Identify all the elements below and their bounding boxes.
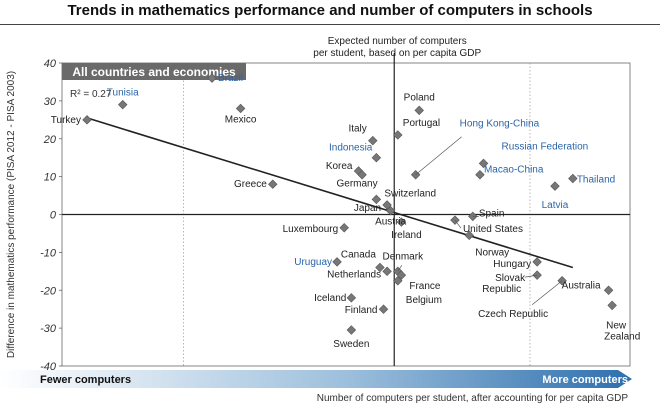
- data-point-brazil: [207, 73, 217, 83]
- point-label: New: [606, 320, 627, 331]
- data-point-switzerland: [371, 194, 382, 205]
- point-label: Tunisia: [107, 88, 139, 99]
- point-label: Zealand: [604, 331, 640, 342]
- data-point-portugal: [393, 130, 403, 140]
- data-point-indonesia: [371, 152, 382, 163]
- data-point-luxembourg: [339, 223, 349, 233]
- y-tick-label: -10: [40, 247, 57, 259]
- data-point-slovak-republic: [532, 270, 542, 280]
- data-point-sweden: [346, 325, 357, 335]
- leader-line: [454, 219, 462, 229]
- point-label: Thailand: [577, 175, 615, 186]
- expected-label-line2: per student, based on per capita GDP: [313, 48, 481, 59]
- data-point-turkey: [82, 115, 92, 125]
- data-point-norway: [464, 230, 474, 241]
- point-label: Greece: [234, 179, 267, 190]
- point-label: Finland: [345, 305, 378, 316]
- point-label: Sweden: [333, 339, 369, 350]
- point-label: Hungary: [493, 259, 531, 270]
- point-label: Belgium: [406, 295, 442, 306]
- data-point-mexico: [235, 103, 246, 114]
- data-point-russian-federation: [478, 158, 489, 169]
- y-tick-label: -30: [40, 323, 57, 335]
- y-tick-label: 10: [44, 172, 57, 184]
- panel-label: All countries and economies: [72, 65, 236, 79]
- point-label: United States: [463, 224, 523, 235]
- data-point-greece: [268, 179, 278, 189]
- point-label: France: [409, 281, 441, 292]
- data-point-germany: [357, 170, 367, 180]
- data-point-belgium: [393, 276, 403, 286]
- point-label: Czech Republic: [478, 309, 548, 320]
- direction-arrow: [0, 370, 632, 388]
- r-squared-label: R² = 0.27: [70, 89, 112, 100]
- point-label: Russian Federation: [502, 141, 589, 152]
- data-point-tunisia: [118, 99, 128, 110]
- leader-line: [525, 274, 538, 278]
- point-label: Italy: [348, 124, 366, 135]
- point-label: Canada: [341, 250, 376, 261]
- data-point-hungary: [532, 257, 542, 267]
- point-label: Republic: [482, 284, 521, 295]
- data-point-iceland: [346, 293, 357, 303]
- data-point-thailand: [568, 173, 578, 184]
- data-point-ireland: [396, 217, 407, 227]
- point-label: Australia: [562, 280, 601, 291]
- point-label: Germany: [337, 179, 378, 190]
- y-tick-label: -20: [40, 285, 57, 297]
- data-point-macao-china: [475, 170, 485, 180]
- point-label: Poland: [404, 92, 435, 103]
- point-label: Latvia: [542, 200, 569, 211]
- leader-line: [397, 265, 403, 272]
- point-label: Hong Kong-China: [460, 119, 540, 130]
- point-label: Uruguay: [294, 257, 332, 268]
- point-label: Indonesia: [329, 143, 373, 154]
- trend-line: [86, 117, 574, 269]
- data-point-uruguay: [332, 257, 342, 267]
- y-tick-label: 20: [43, 134, 57, 146]
- fewer-computers-label: Fewer computers: [40, 374, 131, 386]
- data-point-japan: [382, 200, 392, 210]
- data-point-finland: [378, 304, 389, 314]
- point-label: Luxembourg: [283, 224, 339, 235]
- data-point-italy: [368, 135, 378, 146]
- point-label: Turkey: [51, 115, 81, 126]
- point-label: Mexico: [225, 114, 257, 125]
- leader-line: [531, 280, 563, 306]
- point-label: Brazil: [218, 73, 243, 84]
- point-label: Portugal: [403, 118, 440, 129]
- more-computers-label: More computers: [542, 374, 628, 386]
- point-label: Austria: [375, 217, 407, 228]
- point-label: Macao-China: [484, 165, 544, 176]
- y-tick-label: 0: [50, 210, 57, 222]
- chart-title: Trends in mathematics performance and nu…: [67, 2, 593, 19]
- panel-label-box: [62, 63, 246, 80]
- data-point-netherlands: [382, 266, 392, 277]
- point-label: Switzerland: [384, 188, 436, 199]
- point-label: Japan: [354, 203, 381, 214]
- data-point-austria: [385, 205, 396, 216]
- y-tick-label: 40: [44, 58, 57, 70]
- point-label: Iceland: [314, 293, 346, 304]
- data-point-france: [396, 270, 407, 280]
- y-axis-title: Difference in mathematics performance (P…: [6, 71, 17, 358]
- y-tick-label: 30: [44, 96, 57, 108]
- data-point-new-zealand: [607, 300, 617, 311]
- point-label: Korea: [326, 161, 353, 172]
- data-point-latvia: [550, 181, 560, 191]
- data-point-poland: [414, 105, 424, 116]
- title-rule: [0, 24, 660, 25]
- expected-label-line1: Expected number of computers: [328, 36, 467, 47]
- x-axis-title: Number of computers per student, after a…: [317, 393, 629, 404]
- point-label: Slovak: [495, 273, 526, 284]
- point-label: Netherlands: [327, 269, 381, 280]
- data-point-canada: [375, 262, 385, 273]
- data-point-australia: [603, 285, 614, 295]
- point-label: Norway: [475, 247, 509, 258]
- point-label: Spain: [479, 208, 505, 219]
- leader-line: [415, 136, 462, 176]
- point-label: Ireland: [391, 230, 422, 241]
- point-label: Denmark: [383, 251, 425, 262]
